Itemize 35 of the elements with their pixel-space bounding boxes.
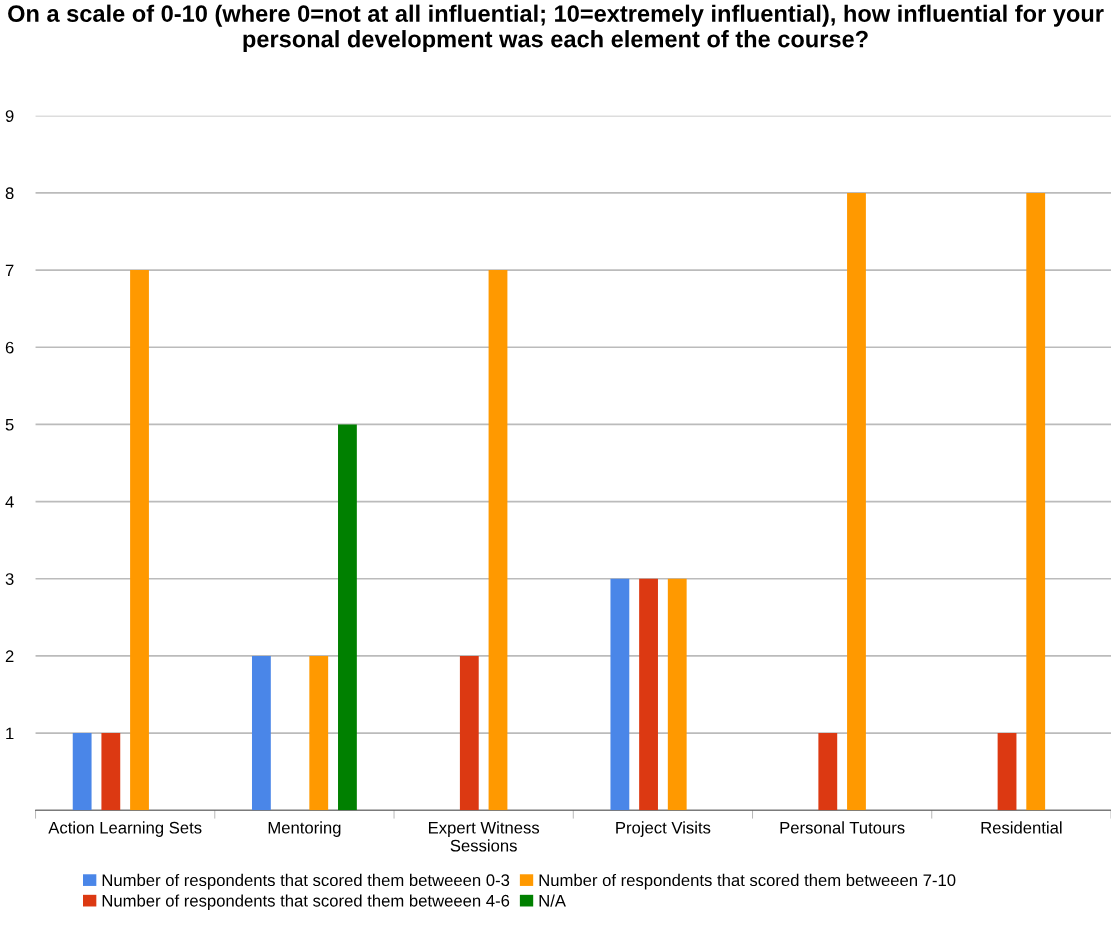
x-tick-label: Action Learning Sets xyxy=(48,821,202,837)
bar xyxy=(251,655,271,811)
y-tick-label: 5 xyxy=(5,418,14,431)
legend-label: Number of respondents that scored them betweeen 7-10 xyxy=(539,873,956,890)
bar xyxy=(997,733,1017,811)
y-tick-label: 4 xyxy=(5,496,14,508)
bar xyxy=(101,733,121,811)
bar xyxy=(847,192,866,811)
bar xyxy=(818,733,838,811)
legend-label: Number of respondents that scored them betweeen 4-6 xyxy=(102,894,510,910)
y-tick-label: 1 xyxy=(6,727,14,740)
bar xyxy=(338,424,357,811)
y-tick-label: 8 xyxy=(5,187,14,200)
x-tick-label: Expert Witness Sessions xyxy=(428,821,540,852)
x-tick-label: Personal Tutours xyxy=(780,821,905,834)
y-tick-label: 2 xyxy=(5,650,14,662)
chart-title: On a scale of 0-10 (where 0=not at all influential; 10=extremely influential), how influential for your personal development was each element of the course? xyxy=(8,4,1104,53)
legend-label: Number of respondents that scored them betweeen 0-3 xyxy=(102,873,510,890)
bar xyxy=(610,578,630,811)
x-tick-label: Residential xyxy=(981,821,1062,834)
bar xyxy=(309,655,329,811)
y-tick-label: 6 xyxy=(5,341,14,354)
x-tick-label: Mentoring xyxy=(268,821,341,837)
y-tick-label: 3 xyxy=(5,573,14,585)
bar xyxy=(667,578,687,811)
bar xyxy=(639,578,658,811)
legend-label: N/A xyxy=(539,894,566,907)
bar xyxy=(130,270,149,811)
y-tick-label: 7 xyxy=(5,264,14,277)
y-tick-label: 9 xyxy=(5,110,14,122)
bar xyxy=(488,270,508,811)
bar xyxy=(1026,192,1046,811)
bar xyxy=(459,655,479,811)
bar xyxy=(72,733,92,811)
x-tick-label: Project Visits xyxy=(616,821,711,837)
